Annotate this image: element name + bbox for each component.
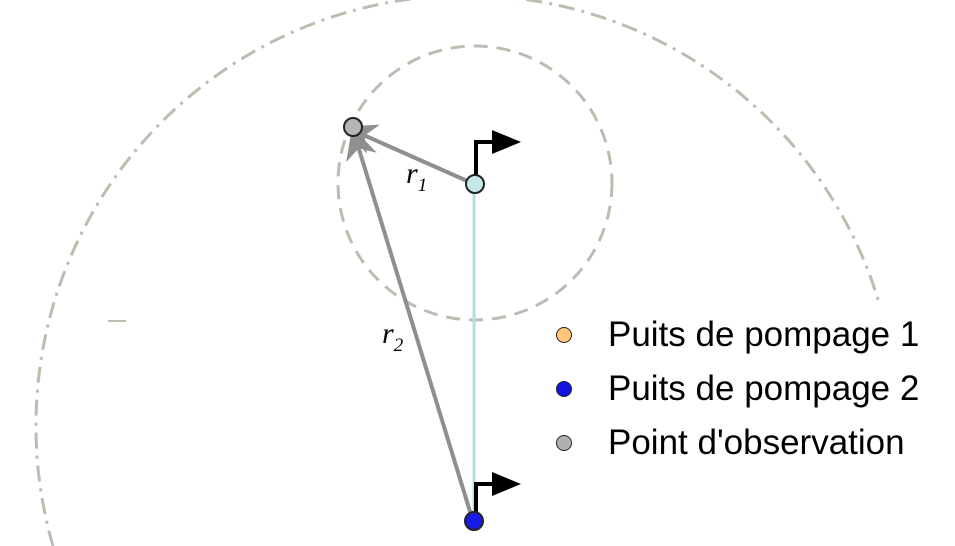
flag-icon — [474, 482, 494, 514]
observation-point — [343, 117, 363, 137]
legend-marker-well-1 — [556, 327, 572, 343]
flag-icon — [474, 140, 494, 176]
legend-label-well-2: Puits de pompage 2 — [608, 369, 920, 408]
r1-label-main: r — [406, 157, 418, 190]
legend-marker-well-2 — [556, 381, 572, 397]
radius-circle-well-2 — [34, 0, 882, 546]
r2-label: r2 — [382, 317, 404, 356]
legend-label-observation: Point d'observation — [608, 423, 905, 462]
r2-label-main: r — [382, 317, 394, 350]
legend-item-well-1: Puits de pompage 1 — [556, 308, 919, 362]
legend: Puits de pompage 1 Puits de pompage 2 Po… — [556, 308, 919, 470]
legend-item-well-2: Puits de pompage 2 — [556, 362, 919, 416]
r2-label-sub: 2 — [394, 335, 404, 356]
flag-arrow-icon — [492, 472, 521, 496]
legend-label-well-1: Puits de pompage 1 — [608, 315, 920, 354]
r1-label: r1 — [406, 157, 427, 196]
legend-item-observation: Point d'observation — [556, 416, 919, 470]
r1-label-sub: 1 — [418, 175, 428, 196]
flag-arrow-icon — [492, 130, 521, 154]
pumping-well-1 — [465, 174, 485, 194]
legend-marker-observation — [556, 435, 572, 451]
distance-r2-line — [346, 126, 474, 519]
pumping-well-2 — [464, 511, 484, 531]
